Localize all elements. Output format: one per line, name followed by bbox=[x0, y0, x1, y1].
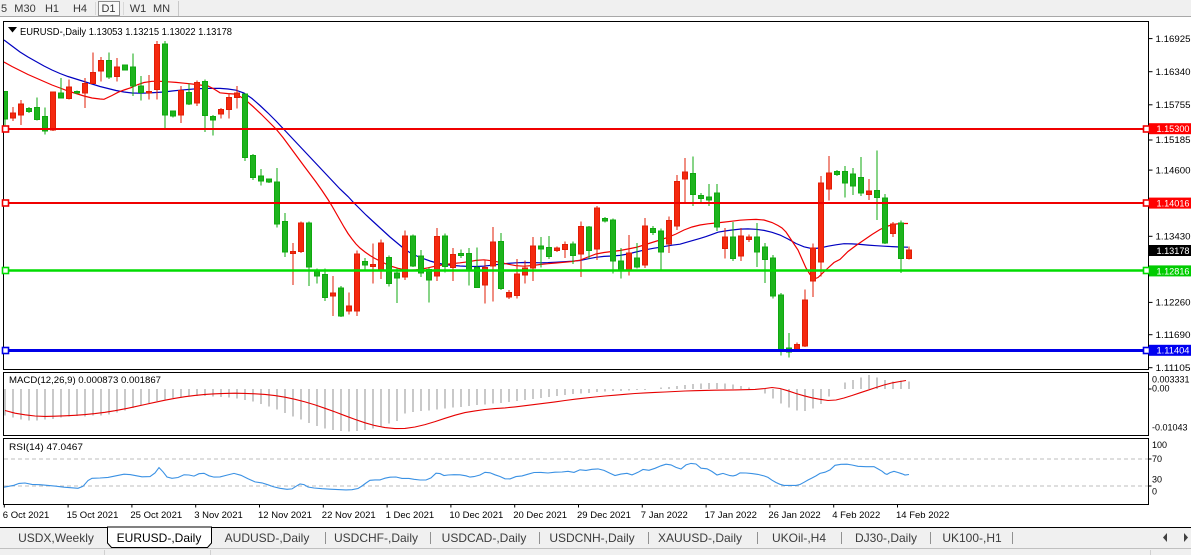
svg-text:0.00: 0.00 bbox=[1152, 384, 1170, 394]
svg-text:RSI(14) 47.0467: RSI(14) 47.0467 bbox=[9, 442, 83, 453]
svg-text:100: 100 bbox=[1152, 440, 1167, 450]
svg-text:AUDUSD-,Daily: AUDUSD-,Daily bbox=[225, 531, 310, 545]
svg-text:MACD(12,26,9) 0.000873 0.00186: MACD(12,26,9) 0.000873 0.001867 bbox=[9, 375, 161, 386]
svg-text:1.16340: 1.16340 bbox=[1156, 67, 1191, 77]
svg-text:1.13178: 1.13178 bbox=[1157, 246, 1190, 256]
svg-text:1.11404: 1.11404 bbox=[1157, 346, 1190, 356]
svg-text:15 Oct 2021: 15 Oct 2021 bbox=[67, 510, 119, 521]
svg-text:0.003331: 0.003331 bbox=[1152, 375, 1190, 385]
svg-text:17 Jan 2022: 17 Jan 2022 bbox=[705, 510, 757, 521]
svg-text:1 Dec 2021: 1 Dec 2021 bbox=[386, 510, 435, 521]
svg-text:1.13430: 1.13430 bbox=[1156, 232, 1191, 242]
svg-text:14 Feb 2022: 14 Feb 2022 bbox=[896, 510, 949, 521]
svg-text:H4: H4 bbox=[73, 3, 87, 15]
svg-text:EURUSD-,Daily: EURUSD-,Daily bbox=[117, 531, 202, 545]
svg-text:UK100-,H1: UK100-,H1 bbox=[942, 531, 1002, 545]
svg-text:1.15185: 1.15185 bbox=[1156, 135, 1191, 145]
svg-text:USDCNH-,Daily: USDCNH-,Daily bbox=[549, 531, 634, 545]
svg-text:10 Dec 2021: 10 Dec 2021 bbox=[449, 510, 503, 521]
svg-text:1.16925: 1.16925 bbox=[1156, 34, 1191, 44]
svg-text:1.12260: 1.12260 bbox=[1156, 298, 1191, 308]
svg-text:1.14600: 1.14600 bbox=[1156, 165, 1191, 175]
svg-text:USDCAD-,Daily: USDCAD-,Daily bbox=[442, 531, 527, 545]
svg-text:USDX,Weekly: USDX,Weekly bbox=[18, 531, 94, 545]
svg-text:22 Nov 2021: 22 Nov 2021 bbox=[322, 510, 376, 521]
svg-text:4 Feb 2022: 4 Feb 2022 bbox=[832, 510, 880, 521]
svg-text:1.14016: 1.14016 bbox=[1157, 199, 1190, 209]
svg-text:20 Dec 2021: 20 Dec 2021 bbox=[513, 510, 567, 521]
svg-text:6 Oct 2021: 6 Oct 2021 bbox=[3, 510, 49, 521]
svg-text:UKOil-,H4: UKOil-,H4 bbox=[772, 531, 826, 545]
svg-text:M30: M30 bbox=[14, 3, 35, 15]
svg-text:7 Jan 2022: 7 Jan 2022 bbox=[641, 510, 688, 521]
svg-text:30: 30 bbox=[1152, 475, 1162, 485]
svg-text:5: 5 bbox=[1, 3, 7, 15]
svg-text:1.11105: 1.11105 bbox=[1156, 363, 1191, 373]
svg-text:70: 70 bbox=[1152, 454, 1162, 464]
svg-text:26 Jan 2022: 26 Jan 2022 bbox=[768, 510, 820, 521]
svg-text:DJ30-,Daily: DJ30-,Daily bbox=[855, 531, 917, 545]
svg-text:12 Nov 2021: 12 Nov 2021 bbox=[258, 510, 312, 521]
svg-text:0: 0 bbox=[1152, 487, 1157, 497]
svg-text:H1: H1 bbox=[45, 3, 59, 15]
svg-text:1.12816: 1.12816 bbox=[1157, 266, 1190, 276]
svg-text:1.11690: 1.11690 bbox=[1156, 330, 1191, 340]
svg-text:1.15300: 1.15300 bbox=[1157, 124, 1190, 134]
svg-text:W1: W1 bbox=[130, 3, 147, 15]
svg-text:1.15755: 1.15755 bbox=[1156, 100, 1191, 110]
svg-text:XAUUSD-,Daily: XAUUSD-,Daily bbox=[658, 531, 742, 545]
svg-text:USDCHF-,Daily: USDCHF-,Daily bbox=[334, 531, 418, 545]
svg-text:EURUSD-,Daily 1.13053 1.13215: EURUSD-,Daily 1.13053 1.13215 1.13022 1.… bbox=[20, 26, 232, 38]
svg-text:-0.01043: -0.01043 bbox=[1152, 423, 1188, 433]
svg-text:3 Nov 2021: 3 Nov 2021 bbox=[194, 510, 243, 521]
svg-text:29 Dec 2021: 29 Dec 2021 bbox=[577, 510, 631, 521]
svg-text:D1: D1 bbox=[101, 3, 115, 15]
svg-text:25 Oct 2021: 25 Oct 2021 bbox=[130, 510, 182, 521]
svg-text:MN: MN bbox=[153, 3, 170, 15]
